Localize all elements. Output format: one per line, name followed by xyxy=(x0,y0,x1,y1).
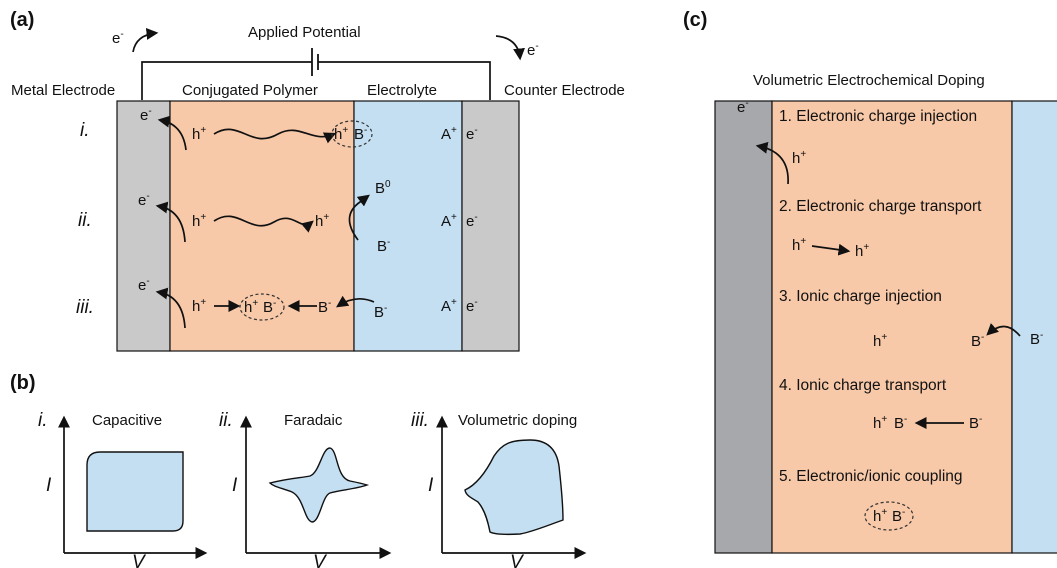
panel-c-title: Volumetric Electrochemical Doping xyxy=(753,72,985,89)
row-label-iii: iii. xyxy=(76,297,94,318)
svg-text:h+: h+ xyxy=(334,125,348,143)
svg-text:B-: B- xyxy=(894,414,907,432)
svg-text:B-: B- xyxy=(1030,330,1043,348)
row-i: e- h+ h+ B- A+ e- xyxy=(140,106,478,151)
cv-plot-ii-curve xyxy=(268,447,370,523)
svg-text:B-: B- xyxy=(318,298,331,316)
row-label-ii: ii. xyxy=(78,210,92,231)
cv-plot-i-xlabel: V xyxy=(132,552,147,568)
cv-plot-i-title: Capacitive xyxy=(92,412,162,429)
svg-text:h+: h+ xyxy=(873,414,887,432)
cv-plot-i-number: i. xyxy=(38,410,48,431)
cv-plot-ii-xlabel: V xyxy=(313,552,328,568)
svg-text:e-: e- xyxy=(466,125,478,143)
cv-plot-i-curve xyxy=(86,451,184,532)
cv-plot-ii-ylabel: I xyxy=(232,475,238,496)
svg-text:h+: h+ xyxy=(873,507,887,525)
panel-label-a: (a) xyxy=(10,9,34,31)
counter-electrode-label: Counter Electrode xyxy=(504,82,625,99)
electrolyte-block xyxy=(353,100,463,352)
c-electrode-block xyxy=(714,100,773,554)
step-5-illustration: h+ B- xyxy=(864,501,914,531)
step-2-illustration: h+ h+ xyxy=(792,236,869,260)
cv-plot-ii-number: ii. xyxy=(219,410,233,431)
svg-text:h+: h+ xyxy=(792,149,806,167)
electron-out-label: e- xyxy=(112,29,124,47)
conjugated-polymer-label: Conjugated Polymer xyxy=(182,82,318,99)
counter-electrode-block xyxy=(461,100,520,352)
step-5: 5. Electronic/ionic coupling xyxy=(779,468,963,485)
metal-electrode-label: Metal Electrode xyxy=(11,82,115,99)
svg-text:A+: A+ xyxy=(441,212,457,230)
applied-potential-label: Applied Potential xyxy=(248,24,361,41)
panel-label-c: (c) xyxy=(683,9,707,31)
circuit xyxy=(141,48,491,100)
svg-text:B-: B- xyxy=(892,507,905,525)
svg-text:h+: h+ xyxy=(192,297,206,315)
row-iii: e- h+ h+ B- B- B- A+ e- xyxy=(138,276,478,329)
svg-text:A+: A+ xyxy=(441,297,457,315)
svg-text:B-: B- xyxy=(969,414,982,432)
svg-text:h+: h+ xyxy=(244,298,258,316)
svg-text:h+: h+ xyxy=(855,242,869,260)
electron-in-label: e- xyxy=(527,41,539,59)
svg-text:e-: e- xyxy=(140,106,152,124)
electron-out-arrow xyxy=(132,28,159,53)
electrolyte-label: Electrolyte xyxy=(367,82,437,99)
svg-text:B-: B- xyxy=(263,298,276,316)
svg-text:B0: B0 xyxy=(375,179,391,197)
step-3-illustration: h+ B- B- xyxy=(873,323,1043,350)
svg-text:B-: B- xyxy=(354,125,367,143)
row-label-i: i. xyxy=(80,120,90,141)
svg-text:e-: e- xyxy=(138,191,150,209)
svg-text:h+: h+ xyxy=(873,332,887,350)
c-polymer-block xyxy=(771,100,1013,554)
svg-text:A+: A+ xyxy=(441,125,457,143)
svg-text:e-: e- xyxy=(466,297,478,315)
step-1: 1. Electronic charge injection xyxy=(779,108,977,125)
metal-electrode-block xyxy=(116,100,171,352)
svg-text:h+: h+ xyxy=(192,212,206,230)
cv-plot-iii-xlabel: V xyxy=(510,552,525,568)
panel-label-b: (b) xyxy=(10,372,36,394)
svg-text:e-: e- xyxy=(138,276,150,294)
step-1-illustration: e- h+ xyxy=(737,98,806,185)
svg-text:B-: B- xyxy=(971,332,984,350)
svg-text:e-: e- xyxy=(737,98,749,116)
cv-plot-iii-number: iii. xyxy=(411,410,429,431)
svg-text:e-: e- xyxy=(466,212,478,230)
svg-text:B-: B- xyxy=(374,303,387,321)
row-ii: e- h+ h+ B0 B- A+ e- xyxy=(138,179,478,255)
electron-in-arrow xyxy=(495,35,525,61)
svg-text:h+: h+ xyxy=(792,236,806,254)
step-2: 2. Electronic charge transport xyxy=(779,198,982,215)
cv-plot-iii-ylabel: I xyxy=(428,475,434,496)
cv-plot-iii-curve xyxy=(464,439,564,536)
cv-plot-iii-title: Volumetric doping xyxy=(458,412,577,429)
svg-text:B-: B- xyxy=(377,237,390,255)
c-electrolyte-block xyxy=(1011,100,1057,554)
cv-plot-i-ylabel: I xyxy=(46,475,52,496)
step-3: 3. Ionic charge injection xyxy=(779,288,942,305)
svg-text:h+: h+ xyxy=(315,212,329,230)
step-4: 4. Ionic charge transport xyxy=(779,377,947,394)
cv-plot-ii-title: Faradaic xyxy=(284,412,343,429)
step-4-illustration: h+ B- B- xyxy=(873,414,982,432)
svg-text:h+: h+ xyxy=(192,125,206,143)
